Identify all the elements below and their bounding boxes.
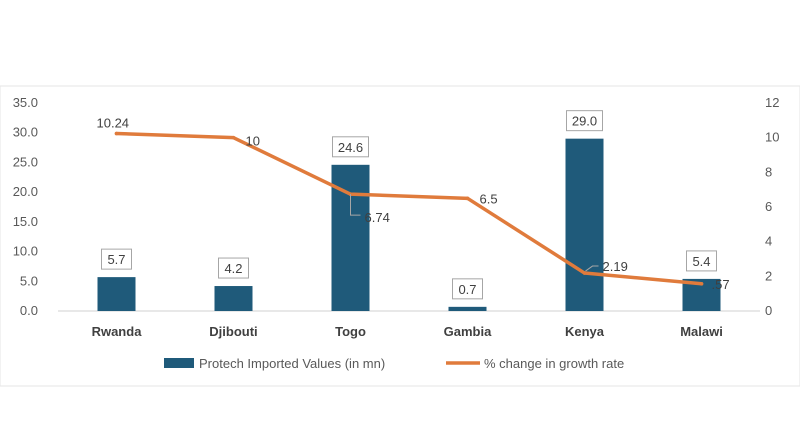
line-data-label: 6.74 xyxy=(365,210,390,225)
line-data-label: .57 xyxy=(712,277,730,292)
bar-data-label: 4.2 xyxy=(224,261,242,276)
left-axis-tick-label: 0.0 xyxy=(20,303,38,318)
left-axis-tick-label: 10.0 xyxy=(13,244,38,259)
legend-line-label: % change in growth rate xyxy=(484,356,624,371)
legend: Protech Imported Values (in mn) % change … xyxy=(164,356,624,371)
bar-label-box xyxy=(101,248,132,270)
category-label: Rwanda xyxy=(92,324,143,339)
left-axis-tick-label: 15.0 xyxy=(13,214,38,229)
right-axis-tick-label: 2 xyxy=(765,268,772,283)
category-label: Togo xyxy=(335,324,366,339)
bar-data-labels: 5.7 4.2 24.6 0.7 29.0 5.4 xyxy=(101,110,717,300)
label-leader-line xyxy=(585,265,599,272)
bar-label-box xyxy=(566,110,603,132)
bar xyxy=(565,138,604,311)
category-label: Gambia xyxy=(444,324,492,339)
bar-label-box xyxy=(452,278,483,300)
line-point xyxy=(699,281,704,286)
line-point xyxy=(582,271,587,275)
left-axis-tick-label: 25.0 xyxy=(13,154,38,169)
legend-bar-swatch xyxy=(164,358,194,368)
line-point xyxy=(465,196,470,201)
category-labels: Rwanda Djibouti Togo Gambia Kenya Malawi xyxy=(92,324,723,339)
line-data-label: 10.24 xyxy=(97,116,130,131)
line-data-label: 6.5 xyxy=(480,191,498,206)
bar-data-label: 29.0 xyxy=(572,114,597,129)
left-axis-tick-label: 30.0 xyxy=(13,125,38,140)
right-axis-tick-label: 4 xyxy=(765,234,772,249)
line-data-label: 2.19 xyxy=(603,259,628,274)
bar-data-label: 24.6 xyxy=(338,140,363,155)
bar-label-box xyxy=(332,136,369,158)
bar-series xyxy=(97,138,721,311)
chart-frame xyxy=(0,85,800,387)
line-data-labels: 10.24 10 6.74 6.5 2.19 .57 xyxy=(97,116,730,292)
left-axis-tick-label: 20.0 xyxy=(13,184,38,199)
bar-data-label: 5.7 xyxy=(107,252,125,267)
bar-label-box xyxy=(218,257,249,279)
right-axis-ticks: 0 2 4 6 8 10 12 xyxy=(765,95,779,318)
right-axis-tick-label: 10 xyxy=(765,130,779,145)
legend-bar-label: Protech Imported Values (in mn) xyxy=(199,356,385,371)
bar-data-label: 0.7 xyxy=(458,282,476,297)
right-axis-tick-label: 0 xyxy=(765,303,772,318)
right-axis-tick-label: 8 xyxy=(765,164,772,179)
bar-label-box xyxy=(686,250,717,272)
line-series xyxy=(114,131,704,286)
category-label: Kenya xyxy=(565,324,605,339)
left-axis-tick-label: 5.0 xyxy=(20,273,38,288)
line-point xyxy=(114,131,119,136)
line-data-label: 10 xyxy=(246,134,260,149)
growth-rate-line xyxy=(114,131,704,286)
bar-data-label: 5.4 xyxy=(692,254,710,269)
left-axis-ticks: 0.0 5.0 10.0 15.0 20.0 25.0 30.0 35.0 xyxy=(13,95,38,318)
category-label: Malawi xyxy=(680,324,723,339)
line-point xyxy=(231,135,236,140)
right-axis-tick-label: 12 xyxy=(765,95,779,110)
bar xyxy=(448,306,487,311)
label-leader-line xyxy=(350,194,361,216)
left-axis-tick-label: 35.0 xyxy=(13,95,38,110)
bar xyxy=(97,277,136,311)
right-axis-tick-label: 6 xyxy=(765,199,772,214)
bar xyxy=(214,286,253,311)
category-label: Djibouti xyxy=(209,324,257,339)
